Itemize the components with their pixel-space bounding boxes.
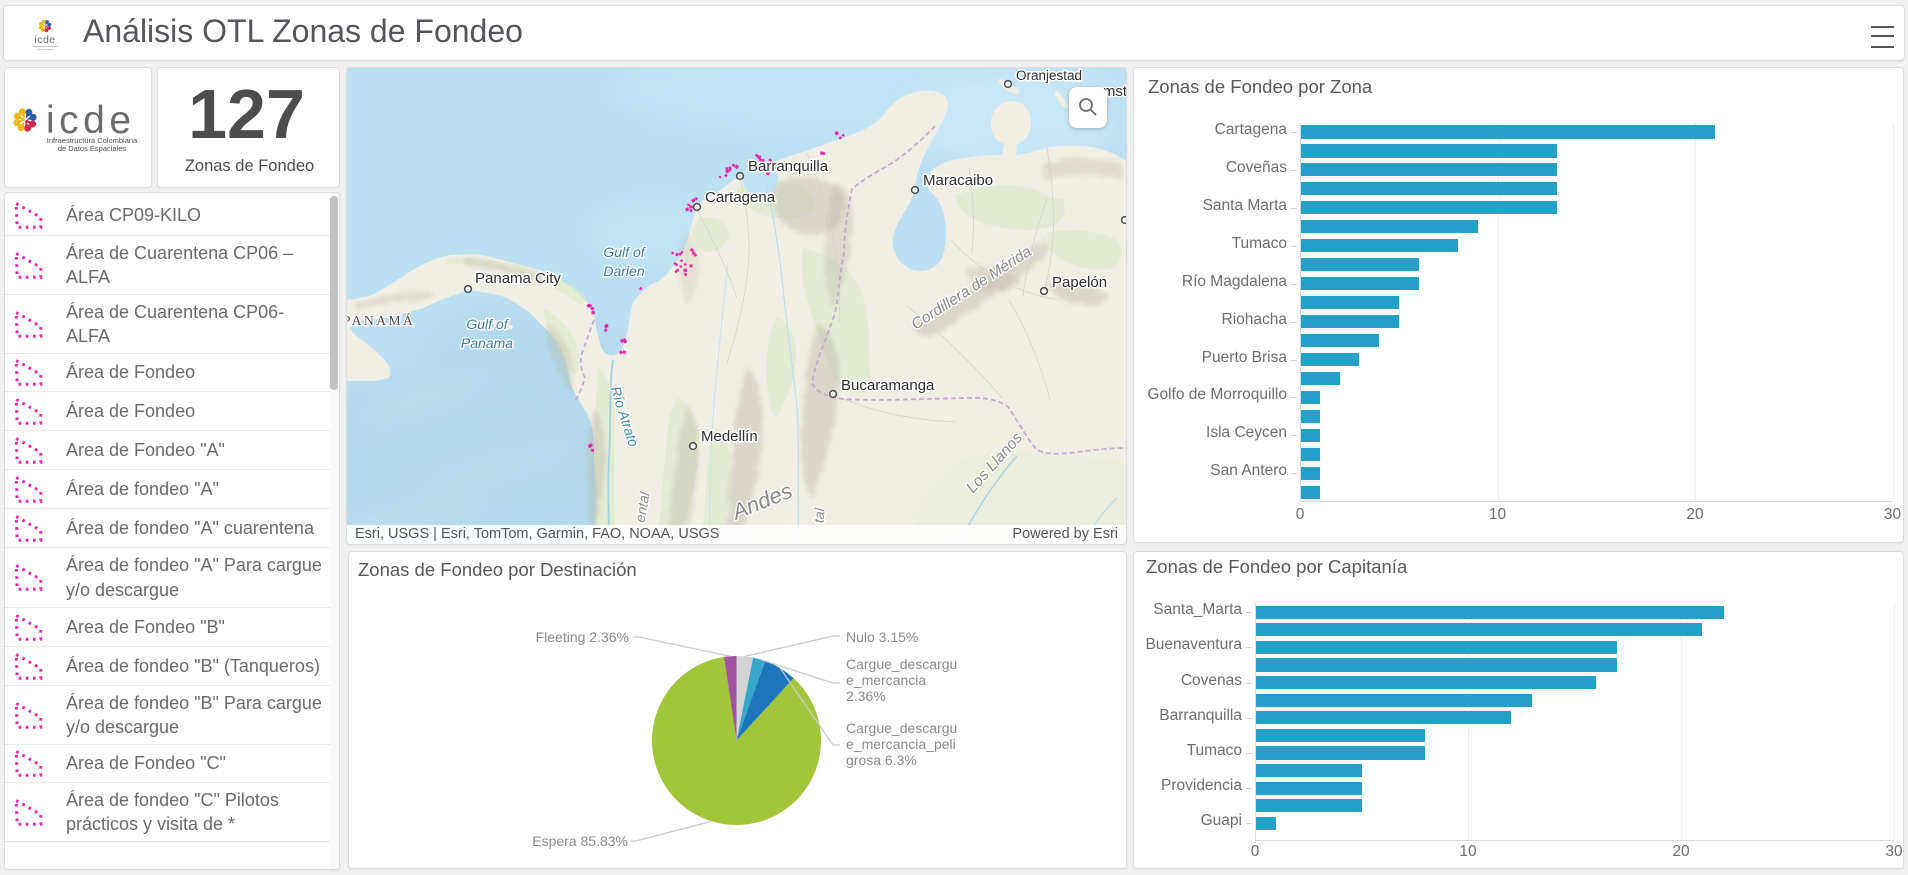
svg-text:mst: mst [1103, 83, 1127, 100]
svg-text:Panama: Panama [461, 335, 513, 351]
svg-text:ental: ental [632, 490, 653, 524]
svg-text:Cartagena: Cartagena [705, 189, 776, 206]
svg-text:Barranquilla: Barranquilla [748, 158, 829, 175]
svg-text:Papelón: Papelón [1052, 274, 1107, 291]
svg-text:Gulf of: Gulf of [466, 316, 509, 332]
svg-text:Bucaramanga: Bucaramanga [841, 377, 935, 394]
svg-text:Medellín: Medellín [701, 428, 758, 445]
svg-text:PANAMÁ: PANAMÁ [347, 313, 415, 328]
svg-text:Oranjestad: Oranjestad [1016, 68, 1082, 83]
svg-text:Darien: Darien [603, 263, 644, 279]
svg-text:tal: tal [810, 507, 827, 524]
svg-text:Maracaibo: Maracaibo [923, 172, 993, 189]
svg-text:Gulf of: Gulf of [603, 244, 646, 260]
svg-text:Panama City: Panama City [475, 270, 561, 287]
